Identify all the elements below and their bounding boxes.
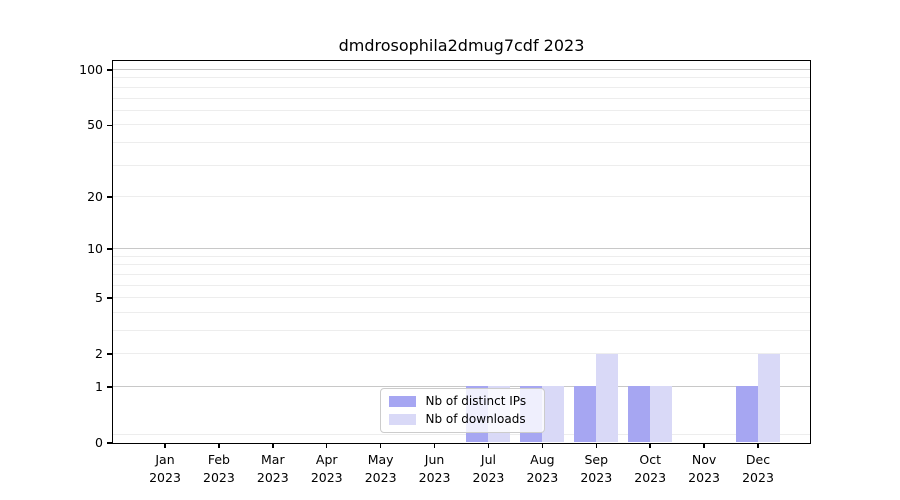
plot-area: Nb of distinct IPs Nb of downloads	[111, 59, 811, 444]
x-tick-label-may: May 2023	[364, 452, 397, 485]
gridline-minor	[112, 297, 810, 299]
gridline-major	[112, 248, 810, 250]
y-tick-label: 2	[95, 346, 103, 362]
y-tick-mark	[106, 69, 112, 71]
x-tick-label-nov: Nov 2023	[688, 452, 720, 485]
y-tick-label: 5	[95, 290, 103, 306]
y-tick-mark	[106, 196, 112, 198]
gridline-minor	[112, 284, 810, 286]
x-tick-label-apr: Apr 2023	[310, 452, 343, 485]
gridline-minor	[112, 264, 810, 266]
legend-swatch-downloads	[388, 413, 416, 425]
y-tick-mark	[106, 297, 112, 299]
x-tick-mark	[272, 443, 274, 448]
y-tick-mark	[106, 248, 112, 250]
x-tick-mark	[487, 443, 490, 448]
y-tick-label: 20	[87, 188, 103, 204]
gridline-minor	[112, 311, 810, 313]
y-tick-label: 0	[95, 435, 103, 450]
gridline-minor	[112, 77, 810, 79]
x-tick-mark	[218, 443, 220, 448]
legend-item-distinct-ips: Nb of distinct IPs	[388, 393, 536, 409]
x-tick-label-oct: Oct 2023	[634, 452, 667, 485]
bar-downloads-aug	[541, 386, 564, 443]
x-tick-mark	[649, 443, 651, 448]
bar-distinct-ips-dec	[735, 386, 758, 443]
y-tick-mark	[106, 353, 112, 355]
x-tick-label-jun: Jun 2023	[418, 452, 451, 485]
x-tick-label-aug: Aug 2023	[526, 452, 559, 485]
gridline-minor	[112, 124, 810, 126]
bar-downloads-oct	[649, 386, 672, 443]
x-tick-mark	[325, 443, 328, 448]
gridline-minor	[112, 97, 810, 99]
x-tick-mark	[164, 443, 166, 448]
gridline-minor	[112, 86, 810, 88]
x-tick-mark	[541, 443, 544, 448]
x-tick-label-mar: Mar 2023	[256, 452, 289, 485]
gridlines-layer	[112, 61, 810, 443]
gridline-minor	[112, 434, 810, 436]
gridline-minor	[112, 164, 810, 166]
bar-distinct-ips-sep	[573, 386, 596, 443]
y-tick-mark	[106, 124, 112, 127]
x-tick-label-feb: Feb 2023	[203, 452, 235, 485]
gridline-minor	[112, 353, 810, 355]
bars-layer	[113, 61, 810, 443]
legend-swatch-distinct-ips	[388, 395, 416, 407]
gridline-minor	[112, 329, 810, 331]
gridline-minor	[112, 255, 810, 257]
x-tick-label-sep: Sep 2023	[580, 452, 613, 485]
x-tick-mark	[379, 443, 382, 448]
y-tick-label: 1	[95, 378, 103, 394]
gridline-minor	[112, 195, 810, 197]
bar-distinct-ips-oct	[627, 386, 650, 443]
chart-title: dmdrosophila2dmug7cdf 2023	[338, 36, 585, 55]
y-tick-label: 10	[87, 241, 103, 257]
x-tick-label-jul: Jul 2023	[472, 452, 505, 485]
legend-item-downloads: Nb of downloads	[388, 411, 536, 427]
x-tick-mark	[595, 443, 598, 448]
gridline-minor	[112, 141, 810, 143]
x-tick-label-jan: Jan 2023	[149, 452, 181, 485]
y-tick-mark	[106, 442, 112, 444]
y-tick-label: 100	[79, 62, 103, 78]
bar-downloads-dec	[757, 353, 780, 443]
x-tick-label-dec: Dec 2023	[742, 452, 774, 485]
legend-label-downloads: Nb of downloads	[425, 411, 526, 426]
y-tick-mark	[106, 386, 112, 388]
gridline-minor	[112, 109, 810, 111]
gridline-major	[112, 385, 810, 387]
legend: Nb of distinct IPs Nb of downloads	[379, 387, 545, 433]
gridline-minor	[112, 273, 810, 275]
x-tick-mark	[757, 443, 759, 448]
legend-label-distinct-ips: Nb of distinct IPs	[425, 393, 527, 408]
gridline-major	[112, 69, 810, 71]
x-tick-mark	[433, 443, 436, 448]
x-tick-mark	[703, 443, 705, 448]
y-tick-label: 50	[87, 117, 103, 133]
bar-downloads-sep	[595, 353, 618, 443]
